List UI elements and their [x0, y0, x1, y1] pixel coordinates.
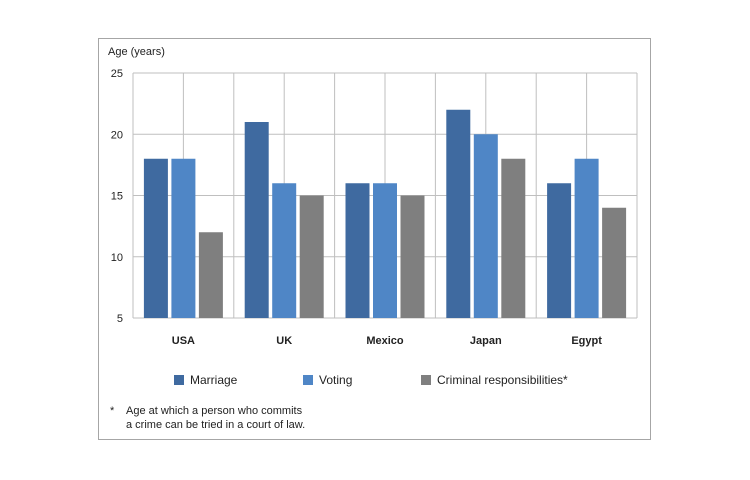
- legend-label-marriage: Marriage: [190, 373, 238, 387]
- y-tick-label: 10: [111, 252, 123, 264]
- bar-uk-marriage: [244, 122, 269, 318]
- bar-japan-voting: [473, 134, 498, 318]
- y-tick-label: 5: [117, 313, 123, 325]
- x-tick-label: UK: [276, 335, 292, 347]
- y-tick-label: 25: [111, 68, 123, 80]
- bar-egypt-marriage: [547, 183, 572, 318]
- x-tick-label: Japan: [470, 335, 502, 347]
- legend-swatch-voting: [303, 375, 313, 385]
- legend-item-voting: Voting: [303, 372, 352, 388]
- bar-japan-marriage: [446, 109, 471, 318]
- x-tick-label: Mexico: [366, 335, 404, 347]
- footnote: * Age at which a person who commits a cri…: [110, 404, 305, 432]
- legend-label-voting: Voting: [319, 373, 353, 387]
- footnote-line-2: a crime can be tried in a court of law.: [126, 419, 306, 431]
- bar-mexico-marriage: [345, 183, 370, 318]
- x-tick-label: Egypt: [571, 335, 602, 347]
- legend-label-criminal: Criminal responsibilities*: [437, 373, 568, 387]
- legend-swatch-marriage: [174, 375, 184, 385]
- legend-item-criminal: Criminal responsibilities*: [421, 372, 568, 388]
- bar-egypt-criminal-responsibilities: [602, 207, 627, 318]
- y-tick-label: 20: [111, 129, 123, 141]
- bar-egypt-voting: [574, 158, 599, 318]
- legend-item-marriage: Marriage: [174, 372, 237, 388]
- footnote-marker: *: [110, 405, 115, 417]
- y-axis-label: Age (years): [108, 46, 165, 58]
- bar-uk-criminal-responsibilities: [299, 195, 324, 318]
- bar-usa-marriage: [143, 158, 168, 318]
- bar-usa-criminal-responsibilities: [198, 232, 223, 318]
- legend-swatch-criminal: [421, 375, 431, 385]
- bar-uk-voting: [272, 183, 297, 318]
- footnote-line-1: Age at which a person who commits: [126, 405, 303, 417]
- y-tick-label: 15: [111, 191, 123, 203]
- x-tick-label: USA: [172, 335, 195, 347]
- bar-mexico-criminal-responsibilities: [400, 195, 425, 318]
- bar-usa-voting: [171, 158, 196, 318]
- bar-japan-criminal-responsibilities: [501, 158, 526, 318]
- bar-mexico-voting: [373, 183, 397, 318]
